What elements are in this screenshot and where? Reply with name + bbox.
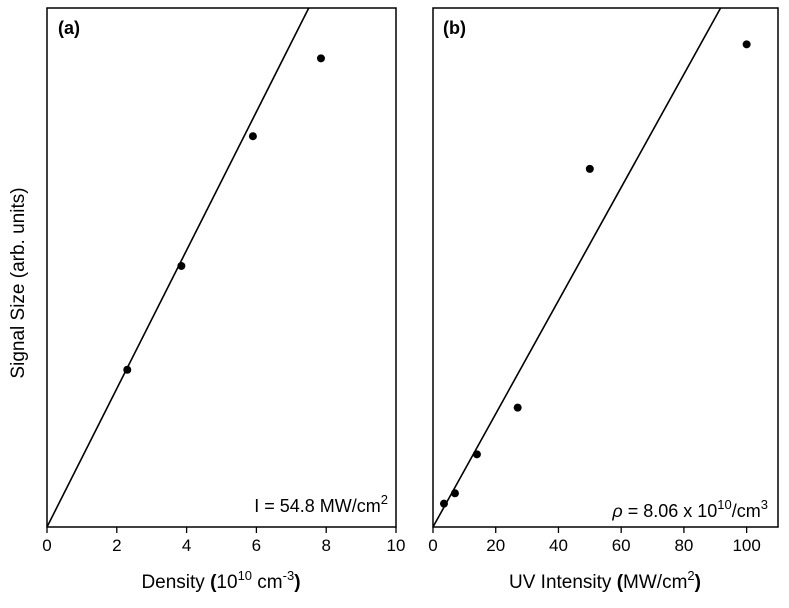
panel-b-annotation-main: = 8.06 x 10 xyxy=(623,501,718,521)
panel-a-x-tick-label: 4 xyxy=(182,536,191,555)
panel-a-xlabel-open: ( xyxy=(210,572,217,593)
panel-b-data-point xyxy=(472,450,481,459)
panel-b-xlabel-open: ( xyxy=(617,572,624,593)
panel-b-xlabel-mid: MW/cm xyxy=(623,572,687,593)
panel-a-xlabel-text: Density xyxy=(141,572,210,593)
panel-a-xlabel-mid: cm xyxy=(252,572,283,593)
panel-b-annotation-suffix: /cm xyxy=(732,501,761,521)
panel-a-data-point xyxy=(248,132,257,141)
panel-b-x-tick-label: 0 xyxy=(428,536,437,555)
panel-a-x-tick-label: 0 xyxy=(42,536,51,555)
panel-a-frame xyxy=(46,7,397,528)
panel-b-annotation-sup2: 3 xyxy=(761,497,768,512)
panel-a-x-tick-label: 8 xyxy=(321,536,330,555)
panel-b-x-tick-label: 20 xyxy=(486,536,505,555)
panel-b-data-point xyxy=(450,489,459,498)
panel-b-x-tick-label: 60 xyxy=(612,536,631,555)
panel-a-data-point xyxy=(316,54,325,63)
panel-b-xlabel-text: UV Intensity xyxy=(509,572,617,593)
panel-b-label: (b) xyxy=(443,18,466,38)
panel-a-annotation-sup: 2 xyxy=(381,492,388,507)
panel-a-annotation: I = 54.8 MW/cm2 xyxy=(254,492,388,516)
panel-a-annotation-main: I = 54.8 MW/cm xyxy=(254,496,381,516)
panel-b-x-axis-title: UV Intensity (MW/cm2) xyxy=(509,568,701,593)
panel-b-points xyxy=(439,40,751,508)
panel-b: (b) 0 20 40 60 80 100 ρ = 8.06 x 1010/cm3 UV … xyxy=(428,7,779,593)
panel-a-label: (a) xyxy=(58,18,80,38)
panel-a-xlabel-exp: 10 xyxy=(238,568,252,583)
panel-b-frame xyxy=(432,7,779,528)
panel-b-x-tick-label: 100 xyxy=(732,536,760,555)
panel-a-x-tick-label: 2 xyxy=(112,536,121,555)
panel-b-annotation-rho: ρ xyxy=(611,501,622,521)
panel-a-data-point xyxy=(177,261,186,270)
panel-a-xlabel-close: ) xyxy=(294,572,300,593)
panel-b-xlabel-exp: 2 xyxy=(687,568,694,583)
panel-b-x-ticks: 0 20 40 60 80 100 xyxy=(428,527,761,555)
panel-b-x-tick-label: 40 xyxy=(549,536,568,555)
panel-a: (a) 0 2 4 6 8 10 I = 54.8 MW/cm2 Density (101… xyxy=(42,7,405,593)
panel-a-points xyxy=(123,54,325,374)
y-axis-title: Signal Size (arb. units) xyxy=(8,187,29,378)
panel-a-x-axis-title: Density (1010 cm-3) xyxy=(141,568,300,593)
panel-b-data-point xyxy=(513,403,522,412)
panel-b-data-point xyxy=(585,164,594,173)
panel-b-data-point xyxy=(439,499,448,508)
panel-b-xlabel-close: ) xyxy=(695,572,701,593)
panel-a-x-tick-label: 10 xyxy=(387,536,406,555)
panel-a-x-tick-label: 6 xyxy=(252,536,261,555)
panel-b-fit-line xyxy=(432,7,722,528)
panel-a-x-ticks: 0 2 4 6 8 10 xyxy=(42,527,405,555)
panel-a-xlabel-base: 10 xyxy=(216,572,237,593)
panel-b-data-point xyxy=(742,40,751,49)
panel-b-x-tick-label: 80 xyxy=(674,536,693,555)
panel-b-annotation-sup: 10 xyxy=(717,497,731,512)
panel-b-annotation: ρ = 8.06 x 1010/cm3 xyxy=(611,497,768,521)
panel-a-xlabel-exp2: -3 xyxy=(283,568,295,583)
panel-a-data-point xyxy=(123,365,132,374)
